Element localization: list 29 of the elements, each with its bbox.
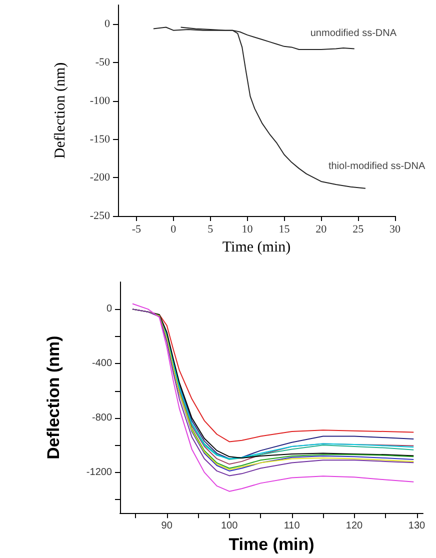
x-tick-label: 30 — [390, 224, 401, 236]
y-tick-label: -150 — [90, 133, 110, 146]
x-tick-label: 110 — [284, 520, 300, 532]
x-tick-label: 100 — [220, 520, 238, 532]
y-tick-label: -250 — [90, 210, 110, 222]
x-axis-title: Time (min) — [228, 535, 314, 554]
x-tick-label: 20 — [316, 224, 328, 236]
x-axis-title: Time (min) — [222, 240, 291, 256]
x-tick-label: 25 — [352, 224, 364, 236]
y-tick-label: 0 — [106, 304, 112, 315]
x-tick-label: -5 — [132, 224, 142, 236]
x-tick-label: 5 — [208, 224, 214, 236]
x-tick-label: 130 — [408, 520, 426, 532]
series-label: unmodified ss-DNA — [310, 28, 397, 40]
series-label: thiol-modified ss-DNA — [328, 160, 426, 172]
y-tick-label: -800 — [92, 412, 112, 424]
y-tick-label: 0 — [104, 18, 110, 30]
x-tick-label: 120 — [346, 520, 364, 532]
y-axis-title: Deflection (nm) — [44, 336, 63, 460]
x-tick-label: 0 — [170, 224, 177, 236]
y-tick-label: -200 — [90, 172, 110, 184]
x-tick-label: 10 — [242, 224, 254, 236]
y-tick-label: -100 — [90, 94, 110, 107]
x-tick-label: 90 — [161, 520, 173, 532]
y-tick-label: -1200 — [86, 466, 112, 478]
x-tick-label: 15 — [278, 224, 290, 236]
y-axis-title: Deflection (nm) — [52, 62, 68, 159]
y-tick-label: -400 — [92, 358, 112, 370]
y-tick-label: -50 — [95, 56, 110, 69]
